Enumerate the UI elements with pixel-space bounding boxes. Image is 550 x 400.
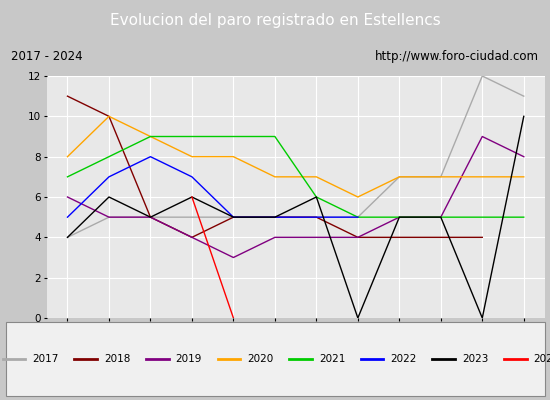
FancyBboxPatch shape <box>6 322 544 396</box>
Text: 2022: 2022 <box>390 354 417 364</box>
Text: 2018: 2018 <box>104 354 130 364</box>
Text: 2020: 2020 <box>248 354 273 364</box>
Text: http://www.foro-ciudad.com: http://www.foro-ciudad.com <box>375 50 539 63</box>
Text: 2019: 2019 <box>175 354 202 364</box>
Text: Evolucion del paro registrado en Estellencs: Evolucion del paro registrado en Estelle… <box>109 14 441 28</box>
Text: 2017 - 2024: 2017 - 2024 <box>11 50 82 63</box>
Text: 2017: 2017 <box>32 354 59 364</box>
Text: 2023: 2023 <box>462 354 488 364</box>
Text: 2024: 2024 <box>534 354 550 364</box>
Text: 2021: 2021 <box>319 354 345 364</box>
